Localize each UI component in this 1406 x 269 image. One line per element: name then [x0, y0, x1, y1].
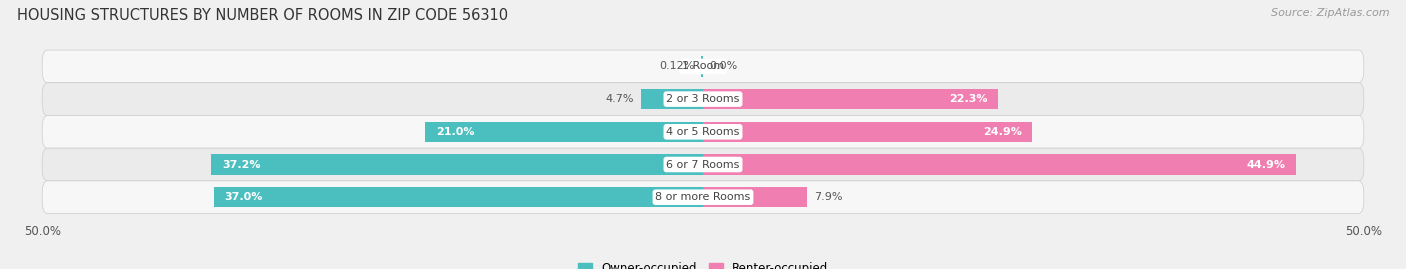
Text: 22.3%: 22.3% [949, 94, 987, 104]
Text: 4.7%: 4.7% [606, 94, 634, 104]
Bar [703, 187, 807, 207]
Text: 1 Room: 1 Room [682, 61, 724, 71]
Bar [702, 56, 703, 77]
Text: 8 or more Rooms: 8 or more Rooms [655, 192, 751, 202]
Text: 0.12%: 0.12% [659, 61, 695, 71]
Text: 37.0%: 37.0% [225, 192, 263, 202]
Text: 2 or 3 Rooms: 2 or 3 Rooms [666, 94, 740, 104]
Text: 7.9%: 7.9% [814, 192, 842, 202]
Text: 4 or 5 Rooms: 4 or 5 Rooms [666, 127, 740, 137]
Text: 44.9%: 44.9% [1247, 160, 1286, 169]
Bar [703, 122, 1032, 142]
Legend: Owner-occupied, Renter-occupied: Owner-occupied, Renter-occupied [572, 257, 834, 269]
Text: 37.2%: 37.2% [222, 160, 260, 169]
Bar [703, 154, 1296, 175]
Text: 24.9%: 24.9% [983, 127, 1022, 137]
FancyBboxPatch shape [42, 50, 1364, 83]
Bar [641, 89, 703, 109]
Text: HOUSING STRUCTURES BY NUMBER OF ROOMS IN ZIP CODE 56310: HOUSING STRUCTURES BY NUMBER OF ROOMS IN… [17, 8, 508, 23]
Bar [211, 154, 703, 175]
Text: 21.0%: 21.0% [436, 127, 475, 137]
Text: 0.0%: 0.0% [710, 61, 738, 71]
Bar [214, 187, 703, 207]
Bar [426, 122, 703, 142]
Bar [703, 89, 998, 109]
FancyBboxPatch shape [42, 148, 1364, 181]
FancyBboxPatch shape [42, 181, 1364, 214]
Text: Source: ZipAtlas.com: Source: ZipAtlas.com [1271, 8, 1389, 18]
FancyBboxPatch shape [42, 83, 1364, 115]
Text: 6 or 7 Rooms: 6 or 7 Rooms [666, 160, 740, 169]
FancyBboxPatch shape [42, 115, 1364, 148]
